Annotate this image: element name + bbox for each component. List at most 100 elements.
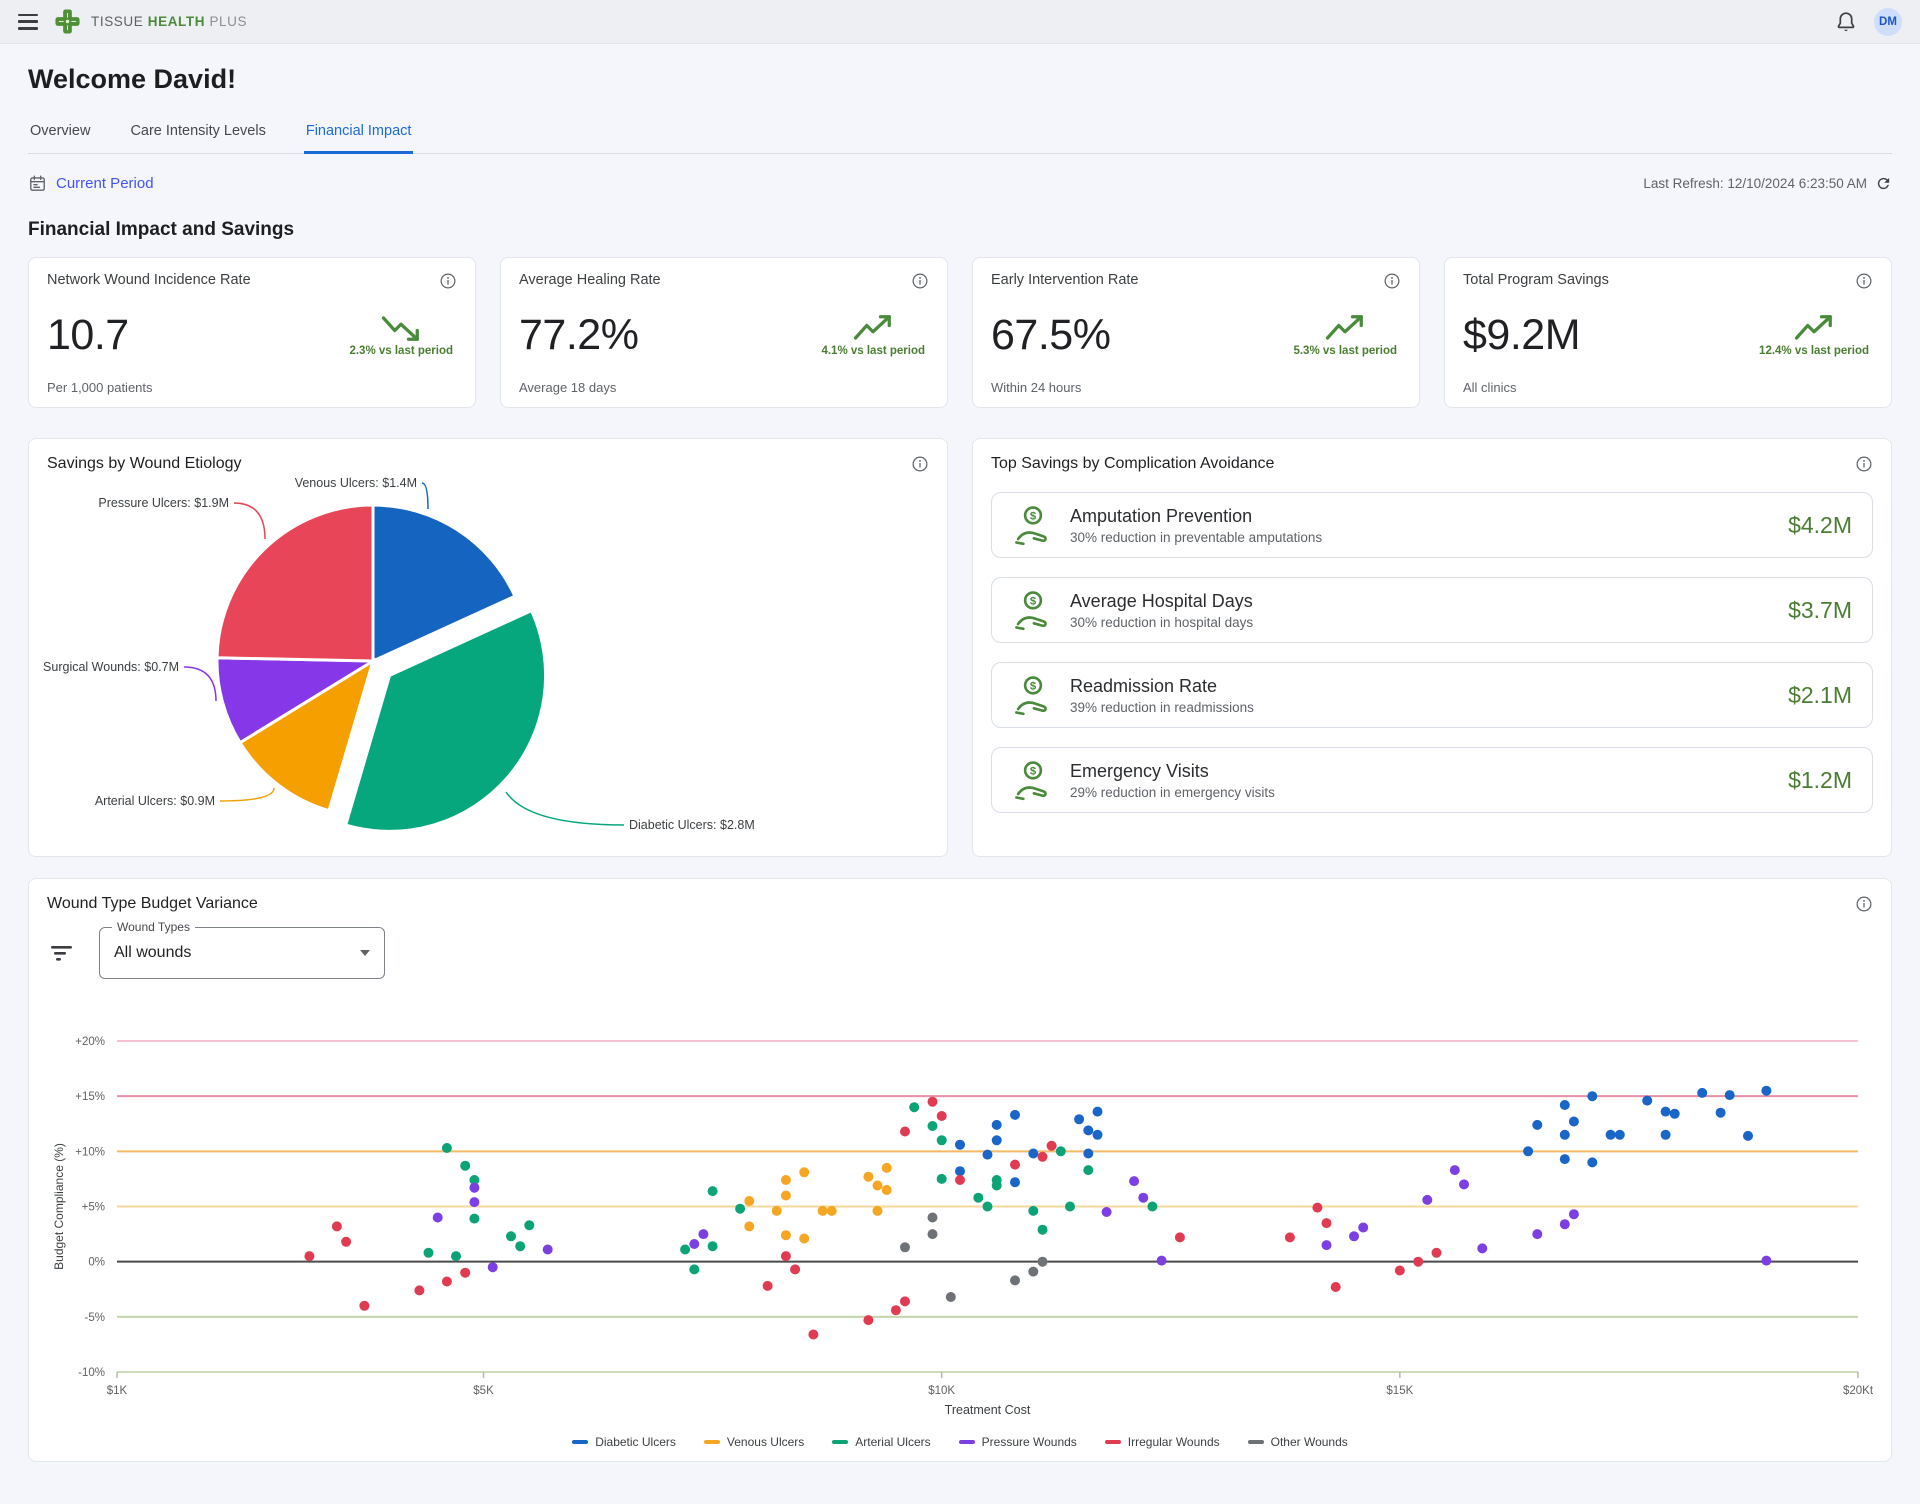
tabs: Overview Care Intensity Levels Financial I…	[28, 113, 1892, 154]
pie-card-title: Savings by Wound Etiology	[47, 455, 242, 472]
tab-overview[interactable]: Overview	[30, 123, 91, 139]
chart-legend: Diabetic Ulcers Venous Ulcers Arterial U…	[29, 1435, 1891, 1449]
tab-financial-impact[interactable]: Financial Impact	[303, 113, 414, 154]
legend-label: Venous Ulcers	[726, 1435, 805, 1449]
info-icon[interactable]	[439, 272, 457, 290]
legend-marker	[1104, 1440, 1121, 1444]
kpi-trend: 4.1% vs last period	[821, 313, 925, 357]
savings-item-subtitle: 30% reduction in hospital days	[1070, 614, 1254, 630]
kpi-card: Early Intervention Rate 67.5%	[972, 257, 1420, 408]
y-tick-label: +15%	[75, 1091, 105, 1103]
savings-item-subtitle: 30% reduction in preventable amputations	[1070, 529, 1323, 545]
legend-item[interactable]: Venous Ulcers	[703, 1435, 805, 1449]
series-diabetic-ulcers	[955, 1085, 1772, 1188]
savings-item[interactable]: $ Readmission Rate 39% reduction in read…	[991, 662, 1873, 728]
y-tick-label: +10%	[75, 1146, 105, 1158]
savings-panel-title: Top Savings by Complication Avoidance	[991, 455, 1275, 472]
legend-item[interactable]: Pressure Wounds	[958, 1435, 1077, 1449]
savings-item[interactable]: $ Emergency Visits 29% reduction in emer…	[991, 747, 1873, 813]
logo-cross-icon	[55, 9, 80, 34]
pie-label-leader	[183, 666, 217, 702]
legend-item[interactable]: Arterial Ulcers	[832, 1435, 931, 1449]
y-tick-label: -5%	[85, 1312, 105, 1324]
chevron-down-icon	[360, 950, 370, 956]
avatar[interactable]: DM	[1874, 7, 1902, 36]
y-tick-label: +20%	[75, 1036, 105, 1048]
legend-item[interactable]: Other Wounds	[1247, 1435, 1348, 1449]
svg-text:$: $	[1030, 680, 1037, 692]
savings-hand-icon: $	[1015, 761, 1047, 801]
savings-hand-icon: $	[1015, 676, 1047, 716]
pie-slice-venous-ulcers[interactable]	[371, 503, 517, 664]
pie-slice-arterial-ulcers[interactable]	[238, 657, 376, 813]
trending-up-icon	[1326, 315, 1364, 340]
section-title: Financial Impact and Savings	[28, 219, 295, 240]
last-refresh-label: Last Refresh: 12/10/2024 6:23:50 AM	[1643, 176, 1867, 191]
pie-slice-diabetic-ulcers[interactable]	[343, 608, 548, 833]
refresh-icon[interactable]	[1875, 175, 1892, 192]
notifications-icon[interactable]	[1834, 10, 1858, 34]
axis-ticks: +20% +15% +10% +5% 0% -5% -10%$1K $5K $10K $15K $2…	[75, 1036, 1874, 1397]
info-icon[interactable]	[911, 272, 929, 290]
savings-item-value: $4.2M	[1788, 511, 1852, 538]
savings-item-title: Emergency Visits	[1070, 760, 1209, 781]
kpi-card: Total Program Savings $9.2M	[1444, 257, 1892, 408]
kpi-subtitle: Average 18 days	[519, 380, 617, 395]
x-tick-label: $15K	[1386, 1385, 1413, 1397]
info-icon[interactable]	[1855, 455, 1873, 473]
kpi-trend-label: 4.1% vs last period	[821, 345, 925, 357]
legend-marker	[832, 1440, 849, 1444]
savings-item-value: $3.7M	[1788, 596, 1852, 623]
kpi-trend: 12.4% vs last period	[1759, 313, 1869, 357]
x-tick-label: $10K	[928, 1385, 955, 1397]
x-tick-label: $1K	[107, 1385, 128, 1397]
menu-icon[interactable]	[18, 13, 38, 30]
filter-icon[interactable]	[49, 943, 75, 963]
y-tick-label: -10%	[78, 1367, 105, 1379]
x-tick-label: $5K	[473, 1385, 494, 1397]
pie-slice-label: Pressure Ulcers: $1.9M	[98, 496, 229, 510]
info-icon[interactable]	[1855, 895, 1873, 913]
legend-item[interactable]: Irregular Wounds	[1104, 1435, 1220, 1449]
pie-slice-pressure-ulcers[interactable]	[215, 503, 375, 663]
legend-label: Arterial Ulcers	[855, 1435, 931, 1449]
kpi-trend-label: 5.3% vs last period	[1293, 345, 1397, 357]
trending-up-icon	[854, 315, 892, 340]
page-title: Welcome David!	[28, 64, 237, 94]
budget-variance-scatter-chart[interactable]: +20% +15% +10% +5% 0% -5% -10%$1K $5K $10K $15K $2…	[29, 949, 1901, 1419]
kpi-card: Average Healing Rate 77.2%	[500, 257, 948, 408]
kpi-value: 67.5%	[991, 310, 1111, 359]
kpi-subtitle: All clinics	[1463, 380, 1517, 395]
legend-marker	[703, 1440, 720, 1444]
savings-item[interactable]: $ Average Hospital Days 30% reduction in…	[991, 577, 1873, 643]
legend-item[interactable]: Diabetic Ulcers	[572, 1435, 676, 1449]
current-period-link[interactable]: Current Period	[28, 174, 154, 193]
info-icon[interactable]	[911, 455, 929, 473]
series-pressure-wounds	[432, 1165, 1772, 1273]
savings-item-subtitle: 29% reduction in emergency visits	[1070, 784, 1275, 800]
calendar-icon	[30, 175, 45, 191]
kpi-title: Network Wound Incidence Rate	[47, 272, 251, 288]
kpi-trend-label: 2.3% vs last period	[349, 345, 453, 357]
y-tick-label: +5%	[82, 1202, 105, 1214]
info-icon[interactable]	[1383, 272, 1401, 290]
savings-item-value: $2.1M	[1788, 681, 1852, 708]
info-icon[interactable]	[1855, 272, 1873, 290]
tab-care-intensity-levels[interactable]: Care Intensity Levels	[130, 123, 266, 139]
budget-variance-title: Wound Type Budget Variance	[47, 895, 258, 912]
wound-etiology-pie-chart[interactable]: Venous Ulcers: $1.4M Diabetic Ulcers: $2.…	[29, 475, 913, 853]
pie-label-leader	[421, 482, 429, 510]
kpi-subtitle: Per 1,000 patients	[47, 380, 153, 395]
kpi-trend-label: 12.4% vs last period	[1759, 345, 1869, 357]
savings-item[interactable]: $ Amputation Prevention 30% reduction in…	[991, 492, 1873, 558]
kpi-title: Total Program Savings	[1463, 272, 1609, 288]
pie-label-leader	[505, 791, 625, 826]
wound-types-select[interactable]: Wound Types All wounds	[99, 920, 385, 979]
series-venous-ulcers	[744, 1162, 892, 1244]
pie-slice-surgical-wounds[interactable]	[215, 656, 379, 745]
pie-slice-label: Venous Ulcers: $1.4M	[295, 476, 417, 490]
pie-card: Savings by Wound Etiology Venous Ulcers:…	[28, 438, 948, 857]
savings-item-title: Readmission Rate	[1070, 675, 1218, 696]
savings-item-title: Amputation Prevention	[1070, 505, 1253, 526]
savings-list: $ Amputation Prevention 30% reduction in…	[973, 492, 1891, 813]
